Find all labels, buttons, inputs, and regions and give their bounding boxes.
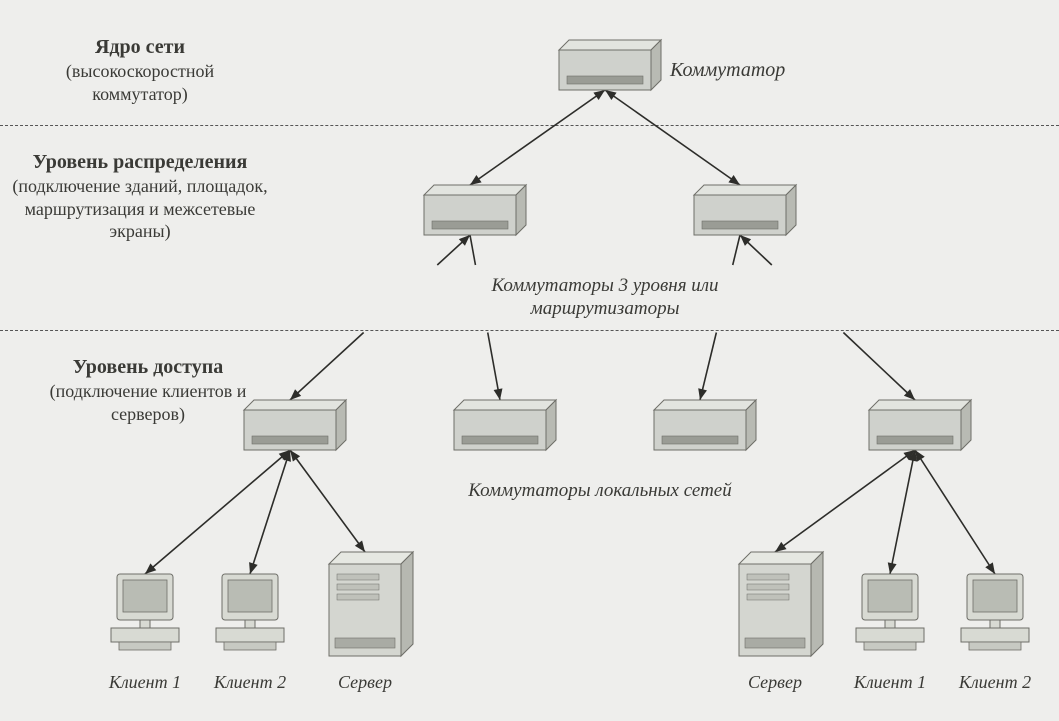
tier-title-distribution: Уровень распределения <box>10 150 270 175</box>
tier-label-core: Ядро сети (высокоскоростной коммутатор) <box>20 35 260 105</box>
tier-label-access: Уровень доступа (подключение клиентов и … <box>48 355 248 425</box>
label-pc_r2: Клиент 2 <box>940 672 1050 694</box>
label-core_sw: Коммутатор <box>670 58 850 82</box>
tier-label-distribution: Уровень распределения (подключение здани… <box>10 150 270 243</box>
label-acc_mid: Коммутаторы локальных сетей <box>460 480 740 503</box>
tier-sub-core: (высокоскоростной коммутатор) <box>20 60 260 105</box>
tier-sub-distribution: (подключение зданий, площадок, маршрутиз… <box>10 175 270 243</box>
tier-sub-access: (подключение клиентов и серверов) <box>48 380 248 425</box>
label-srv_r: Сервер <box>720 672 830 694</box>
tier-title-core: Ядро сети <box>20 35 260 60</box>
tier-title-access: Уровень доступа <box>48 355 248 380</box>
diagram-stage: { "canvas": { "width": 1059, "height": 7… <box>0 0 1059 721</box>
divider-core-dist <box>0 125 1059 126</box>
label-pc_r1: Клиент 1 <box>835 672 945 694</box>
label-dist_mid: Коммутаторы 3 уровня или маршрутизаторы <box>435 275 775 321</box>
label-srv_l: Сервер <box>310 672 420 694</box>
label-pc_l1: Клиент 1 <box>90 672 200 694</box>
divider-dist-access <box>0 330 1059 331</box>
label-pc_l2: Клиент 2 <box>195 672 305 694</box>
